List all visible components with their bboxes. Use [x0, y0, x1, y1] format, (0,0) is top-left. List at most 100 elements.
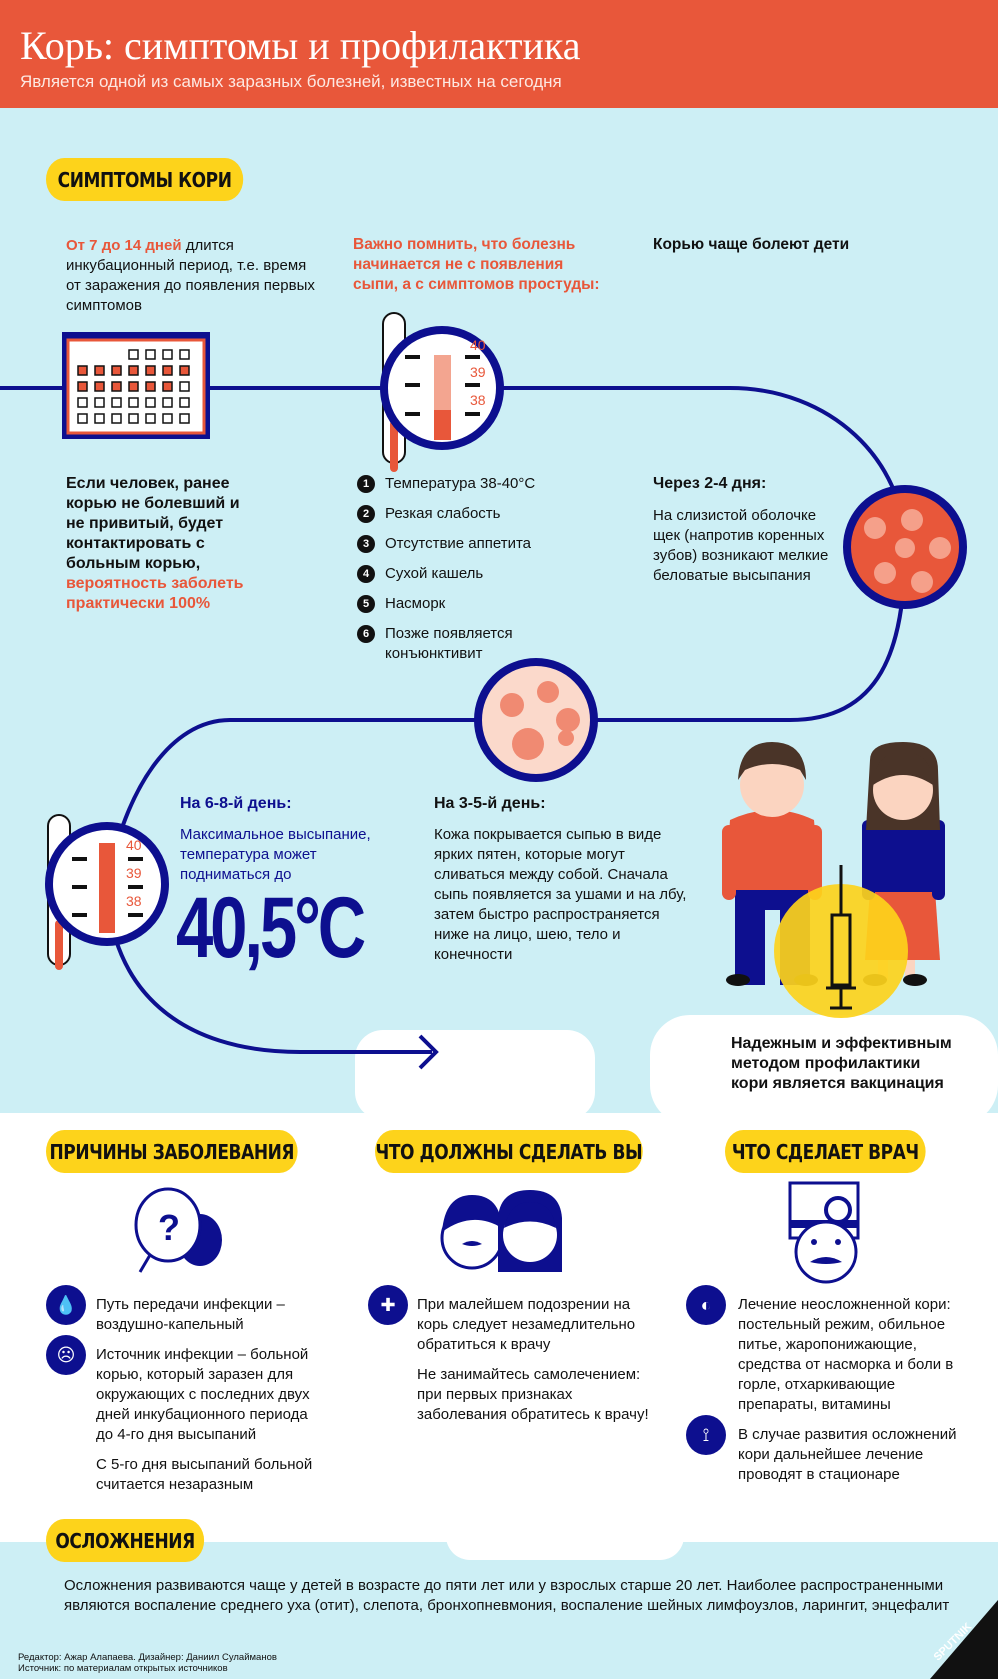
timeline-path	[0, 386, 908, 1054]
day3-text: Кожа покрывается сыпью в виде ярких пяте…	[434, 826, 687, 963]
symptom-text: Отсутствие аппетита	[385, 535, 532, 552]
complications-text: Осложнения развиваются чаще у детей в во…	[64, 1577, 950, 1614]
thermometer-icon: 40 39 38	[45, 814, 169, 970]
calendar-day	[111, 365, 122, 376]
contact-highlight: вероятность заболеть практически 100%	[66, 575, 244, 612]
calendar-day	[162, 349, 173, 360]
children-illustration	[722, 742, 945, 1018]
pill-icon: ◐	[686, 1285, 726, 1325]
cloud-shape	[355, 1030, 595, 1120]
doctor-item: Лечение неосложненной кори: постельный р…	[738, 1296, 954, 1413]
calendar-day	[128, 349, 139, 360]
cause-item: Источник инфекции – больной корью, котор…	[96, 1346, 310, 1443]
day3-title: На 3-5-й день:	[434, 795, 546, 812]
calendar-day	[77, 365, 88, 376]
complications-pill: ОСЛОЖНЕНИЯ	[46, 1519, 205, 1562]
day2-title: Через 2-4 дня:	[653, 475, 767, 492]
calendar-day	[162, 381, 173, 392]
syringe-icon	[826, 865, 856, 1010]
calendar-day	[94, 413, 105, 424]
number-badge: 4	[357, 565, 375, 583]
sick-face-icon: ☹	[46, 1335, 86, 1375]
calendar-day	[145, 397, 156, 408]
doctor-pill: ЧТО СДЕЛАЕТ ВРАЧ	[725, 1130, 926, 1173]
you-note: Не занимайтесь самолечением: при первых …	[417, 1366, 649, 1423]
calendar-day	[128, 397, 139, 408]
calendar-day	[128, 381, 139, 392]
symptom-item: 3 Отсутствие аппетита	[357, 534, 545, 554]
symptom-text: Насморк	[385, 595, 446, 612]
calendar-day	[145, 413, 156, 424]
you-pill: ЧТО ДОЛЖНЫ СДЕЛАТЬ ВЫ	[375, 1130, 643, 1173]
page-title: Корь: симптомы и профилактика	[20, 23, 581, 68]
medical-cross-icon: ✚	[368, 1285, 408, 1325]
arrow-icon	[418, 1034, 439, 1070]
thermo-label: 39	[470, 364, 486, 380]
important-note: Важно помнить, что болезнь начинается не…	[353, 236, 600, 293]
incubation-text: От 7 до 14 дней длится инкубационный пер…	[66, 236, 316, 316]
calendar-day	[77, 381, 88, 392]
calendar-day	[145, 365, 156, 376]
day2-text: На слизистой оболочке щек (напротив коре…	[653, 507, 829, 584]
symptom-text: Температура 38-40°С	[385, 475, 536, 492]
syringe-icon: ⟟	[686, 1415, 726, 1455]
thermo-label: 38	[126, 893, 142, 909]
children-note: Корью чаще болеют дети	[653, 236, 850, 253]
calendar-day	[162, 397, 173, 408]
skin-rash-icon	[474, 658, 598, 782]
calendar-day	[179, 397, 190, 408]
calendar-day	[162, 413, 173, 424]
cloud-shape	[650, 1015, 998, 1125]
header	[0, 0, 998, 108]
mouth-rash-icon	[843, 485, 967, 609]
page-subtitle: Является одной из самых заразных болезне…	[20, 72, 562, 91]
symptom-item: 2 Резкая слабость	[357, 504, 545, 524]
thermo-label: 39	[126, 865, 142, 881]
symptom-item: 6 Позже появляется конъюнктивит	[357, 624, 545, 664]
credits-editor: Редактор: Ажар Алапаева. Дизайнер: Дании…	[18, 1652, 277, 1663]
thermo-label: 40	[126, 837, 142, 853]
number-badge: 3	[357, 535, 375, 553]
complications-background	[0, 1542, 998, 1679]
calendar-day	[145, 349, 156, 360]
number-badge: 2	[357, 505, 375, 523]
symptom-text: Сухой кашель	[385, 565, 484, 582]
symptom-item: 5 Насморк	[357, 594, 545, 614]
symptom-text: Резкая слабость	[385, 505, 501, 522]
calendar-day	[111, 381, 122, 392]
number-badge: 6	[357, 625, 375, 643]
symptom-item: 1 Температура 38-40°С	[357, 474, 545, 494]
thermometer-icon: 40 39 38	[380, 312, 504, 472]
calendar-day	[179, 381, 190, 392]
calendar-day	[179, 349, 190, 360]
contact-text: Если человек, ранее корью не болевший и …	[66, 474, 256, 614]
day6-temperature: 40,5°С	[176, 880, 366, 976]
credits-source: Источник: по материалам открытых источни…	[18, 1663, 228, 1674]
calendar-day	[111, 397, 122, 408]
cause-note: С 5-го дня высыпаний больной считается н…	[96, 1456, 313, 1493]
calendar-day	[145, 381, 156, 392]
calendar-icon	[62, 332, 210, 439]
number-badge: 1	[357, 475, 375, 493]
symptom-item: 4 Сухой кашель	[357, 564, 545, 584]
you-item: При малейшем подозрении на корь следует …	[417, 1296, 636, 1353]
calendar-day	[179, 365, 190, 376]
calendar-day	[77, 397, 88, 408]
incubation-body: длится инкубационный период, т.е. время …	[66, 237, 315, 314]
calendar-day	[94, 397, 105, 408]
doctor-icon	[788, 1181, 860, 1284]
contact-body: Если человек, ранее корью не болевший и …	[66, 475, 240, 572]
calendar-day	[179, 413, 190, 424]
calendar-day	[128, 365, 139, 376]
symptoms-pill: СИМПТОМЫ КОРИ	[46, 158, 244, 201]
vaccine-text: Надежным и эффективным методом профилакт…	[731, 1035, 952, 1092]
calendar-day	[77, 413, 88, 424]
causes-pill: ПРИЧИНЫ ЗАБОЛЕВАНИЯ	[46, 1130, 298, 1173]
svg-text:?: ?	[158, 1207, 180, 1248]
thermo-label: 38	[470, 392, 486, 408]
parents-icon	[440, 1190, 562, 1272]
calendar-day	[94, 365, 105, 376]
thermo-label: 40	[470, 337, 486, 353]
cause-item: Путь передачи инфекции – воздушно-капель…	[96, 1296, 285, 1333]
doctor-item: В случае развития осложнений кори дальне…	[738, 1426, 957, 1483]
